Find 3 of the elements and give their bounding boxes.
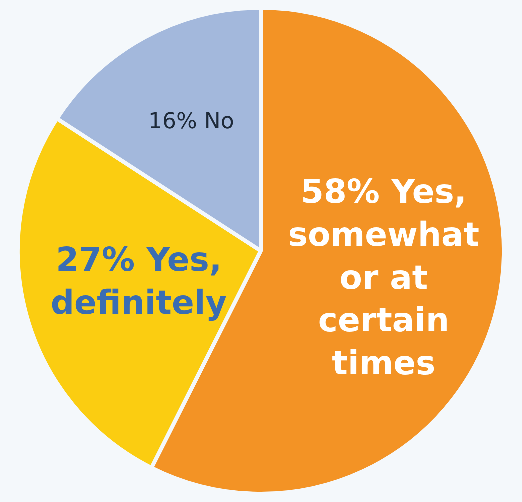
slice-label: 27% Yes, definitely — [50, 240, 228, 322]
slice-label: 58% Yes, somewhat or at certain times — [288, 172, 480, 383]
slice-label: 16% No — [148, 110, 234, 135]
